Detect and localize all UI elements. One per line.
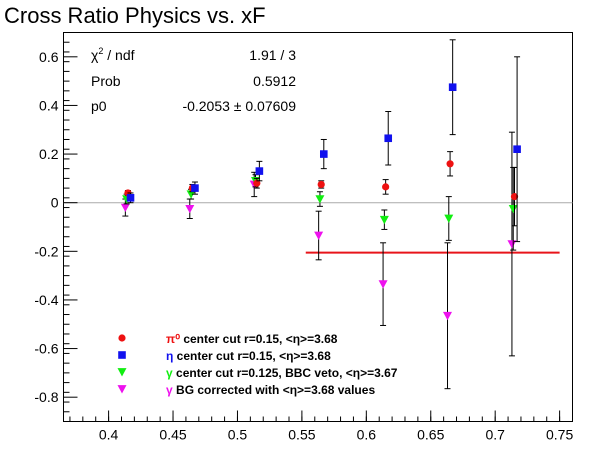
legend-symbol: γ [166,383,173,397]
x-tick-label: 0.7 [485,427,505,443]
x-tick-label: 0.5 [228,427,248,443]
stats-value-p0: -0.2053 ± 0.07609 [182,98,296,114]
legend-label: η center cut r=0.15, <η>=3.68 [166,349,331,363]
stats-label-p0: p0 [91,98,107,114]
data-point [510,193,519,201]
legend-marker [118,351,126,359]
data-point [513,145,521,153]
legend: π⁰ center cut r=0.15, <η>=3.68η center c… [117,332,398,397]
data-point [185,204,195,214]
x-tick-label: 0.6 [357,427,377,443]
legend-text: center cut r=0.125, BBC veto, <η>=3.67 [173,366,398,380]
data-point [186,190,196,199]
data-point [126,194,135,202]
stats-label-prob: Prob [91,73,121,89]
legend-text: BG corrected with <η>=3.68 values [173,383,376,397]
data-point [379,215,389,225]
data-point [255,167,264,175]
legend-text: center cut r=0.15, <η>=3.68 [180,332,338,346]
data-point [191,184,199,192]
stats-label-chi2: χ2 / ndf [91,46,135,63]
x-tick-label: 0.75 [546,427,573,443]
legend-text: center cut r=0.15, <η>=3.68 [173,349,331,363]
series-2 [122,166,518,251]
stats-box: χ2 / ndf 1.91 / 3 Prob 0.5912 p0 -0.2053… [91,46,296,114]
x-tick-label: 0.4 [99,427,119,443]
legend-label: γ center cut r=0.125, BBC veto, <η>=3.67 [166,366,398,380]
data-point [378,280,388,289]
legend-symbol: γ [166,366,173,380]
data-point [443,311,453,321]
y-tick-label: -0.4 [34,292,58,308]
stats-value-prob: 0.5912 [253,73,296,89]
data-point [315,195,325,204]
y-tick-label: 0.2 [39,146,59,162]
legend-label: π⁰ center cut r=0.15, <η>=3.68 [166,332,338,346]
data-point [446,160,454,168]
data-point [382,183,390,191]
stats-value-chi2: 1.91 / 3 [249,47,296,63]
plot-frame [63,32,573,422]
data-point [317,180,325,189]
chart-title: Cross Ratio Physics vs. xF [4,3,266,28]
y-tick-label: 0 [51,195,59,211]
series-1 [126,39,521,243]
series-0 [124,151,519,227]
data-point [319,150,328,158]
x-tick-label: 0.65 [417,427,444,443]
legend-marker [117,368,127,377]
data-point [384,134,393,143]
y-tick-label: -0.8 [34,389,58,405]
data-point [444,214,454,223]
x-tick-label: 0.55 [288,427,315,443]
data-point [507,240,517,249]
series-3 [120,131,517,390]
legend-symbol: η [166,349,173,363]
legend-symbol: π⁰ [166,332,180,346]
legend-label: γ BG corrected with <η>=3.68 values [166,383,375,397]
legend-marker [117,385,127,394]
y-tick-label: 0.6 [39,49,59,65]
x-tick-label: 0.45 [159,427,186,443]
y-tick-label: 0.4 [39,97,59,113]
legend-marker [118,334,126,342]
data-point [508,204,518,214]
stats-chi2-superscript: 2 [98,46,103,56]
data-point [120,203,130,213]
y-tick-label: -0.6 [34,341,58,357]
data-point [253,179,261,187]
data-point [314,231,324,241]
y-tick-label: -0.2 [34,243,58,259]
data-point [448,83,457,92]
